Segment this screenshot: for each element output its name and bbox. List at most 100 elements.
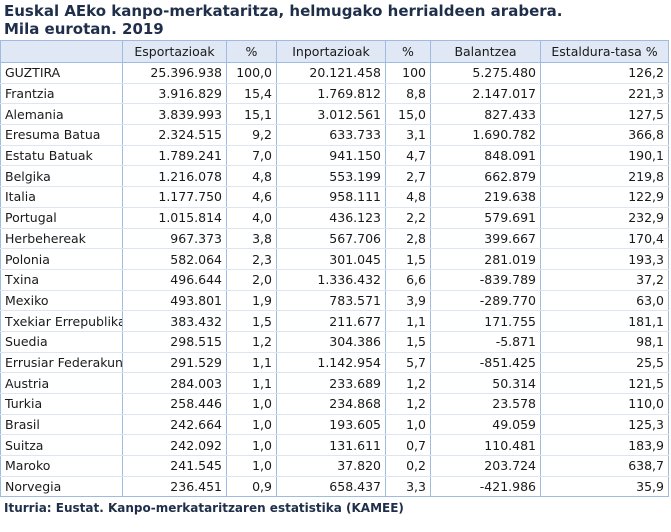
value-cell: 1.336.432	[276, 269, 386, 291]
value-cell: 23.578	[430, 393, 541, 415]
value-cell: 383.432	[122, 310, 227, 332]
table-row: Txina 496.644 2,0 1.336.432 6,6 -839.789 37,2	[0, 269, 669, 291]
table-row: Alemania 3.839.993 15,1 3.012.561 15,0 827.43…	[0, 103, 669, 126]
value-cell: 3,8	[226, 228, 277, 250]
value-cell: 125,3	[540, 414, 669, 436]
country-cell: Portugal	[0, 207, 123, 229]
value-cell: 20.121.458	[276, 62, 386, 84]
value-cell: 304.386	[276, 331, 386, 353]
table-row: Estatu Batuak 1.789.241 7,0 941.150 4,7 848.0…	[0, 145, 669, 167]
table-row: Mexiko 493.801 1,9 783.571 3,9 -289.770 63,0	[0, 290, 669, 312]
header-cell: %	[385, 40, 431, 63]
country-cell: Errusiar Federakune	[0, 352, 123, 374]
value-cell: 232,9	[540, 207, 669, 229]
value-cell: 2,7	[385, 165, 431, 188]
value-cell: 63,0	[540, 290, 669, 312]
value-cell: 219.638	[430, 186, 541, 208]
value-cell: 3,1	[385, 124, 431, 146]
value-cell: 122,9	[540, 186, 669, 208]
header-cell: Inportazioak	[276, 40, 386, 63]
value-cell: 233.689	[276, 372, 386, 394]
value-cell: 234.868	[276, 393, 386, 415]
value-cell: 298.515	[122, 331, 227, 353]
value-cell: -5.871	[430, 331, 541, 353]
value-cell: 126,2	[540, 62, 669, 84]
value-cell: 9,2	[226, 124, 277, 146]
value-cell: 3.012.561	[276, 103, 386, 126]
value-cell: 49.059	[430, 414, 541, 436]
value-cell: 203.724	[430, 455, 541, 477]
value-cell: 258.446	[122, 393, 227, 415]
table-row: Herbehereak 967.373 3,8 567.706 2,8 399.667 17…	[0, 228, 669, 250]
country-cell: Txekiar Errepublika	[0, 310, 123, 332]
value-cell: 1,0	[385, 414, 431, 436]
value-cell: 1,2	[385, 372, 431, 394]
value-cell: 170,4	[540, 228, 669, 250]
header-cell: Esportazioak	[122, 40, 227, 63]
value-cell: 1,2	[385, 393, 431, 415]
country-cell: Belgika	[0, 165, 123, 188]
value-cell: 1,2	[226, 331, 277, 353]
value-cell: 4,8	[385, 186, 431, 208]
value-cell: 301.045	[276, 248, 386, 270]
country-cell: Txina	[0, 269, 123, 291]
value-cell: 1,9	[226, 290, 277, 312]
value-cell: 496.644	[122, 269, 227, 291]
value-cell: 579.691	[430, 207, 541, 229]
country-cell: Frantzia	[0, 83, 123, 105]
country-cell: Austria	[0, 372, 123, 394]
title: Euskal AEko kanpo-merkataritza, helmugak…	[4, 2, 563, 20]
country-cell: Alemania	[0, 103, 123, 126]
value-cell: 967.373	[122, 228, 227, 250]
country-cell: Estatu Batuak	[0, 145, 123, 167]
value-cell: 284.003	[122, 372, 227, 394]
value-cell: 100,0	[226, 62, 277, 84]
value-cell: -851.425	[430, 352, 541, 374]
value-cell: 848.091	[430, 145, 541, 167]
header-row: Esportazioak% Inportazioak% Balantzea Estal…	[0, 40, 669, 63]
table-row: Portugal 1.015.814 4,0 436.123 2,2 579.691 232…	[0, 207, 669, 229]
value-cell: 1,0	[226, 455, 277, 477]
value-cell: 37,2	[540, 269, 669, 291]
value-cell: 110,0	[540, 393, 669, 415]
value-cell: 1.216.078	[122, 165, 227, 188]
value-cell: 242.664	[122, 414, 227, 436]
value-cell: 3,9	[385, 290, 431, 312]
country-cell: Mexiko	[0, 290, 123, 312]
value-cell: 1.769.812	[276, 83, 386, 105]
value-cell: 1.015.814	[122, 207, 227, 229]
value-cell: 3,3	[385, 476, 431, 498]
table-row: GUZTIRA 25.396.938 100,0 20.121.458 100 5.275…	[0, 62, 669, 84]
value-cell: 50.314	[430, 372, 541, 394]
value-cell: 567.706	[276, 228, 386, 250]
country-cell: Turkia	[0, 393, 123, 415]
value-cell: 1.789.241	[122, 145, 227, 167]
value-cell: 1,1	[226, 372, 277, 394]
table-row: Eresuma Batua 2.324.515 9,2 633.733 3,1 1.690…	[0, 124, 669, 146]
value-cell: 783.571	[276, 290, 386, 312]
value-cell: 1,5	[385, 248, 431, 270]
value-cell: 1,0	[226, 434, 277, 457]
value-cell: 211.677	[276, 310, 386, 332]
country-cell: Italia	[0, 186, 123, 208]
value-cell: 183,9	[540, 434, 669, 457]
value-cell: 493.801	[122, 290, 227, 312]
country-cell: Suedia	[0, 331, 123, 353]
value-cell: 662.879	[430, 165, 541, 188]
value-cell: 2,3	[226, 248, 277, 270]
value-cell: 15,1	[226, 103, 277, 126]
value-cell: 2,2	[385, 207, 431, 229]
value-cell: 15,0	[385, 103, 431, 126]
value-cell: 219,8	[540, 165, 669, 188]
value-cell: 37.820	[276, 455, 386, 477]
value-cell: 98,1	[540, 331, 669, 353]
table-row: Austria 284.003 1,1 233.689 1,2 50.314 121,5	[0, 372, 669, 394]
table-row: Norvegia 236.451 0,9 658.437 3,3 -421.986 35,9	[0, 476, 669, 498]
value-cell: 193,3	[540, 248, 669, 270]
value-cell: 121,5	[540, 372, 669, 394]
value-cell: 281.019	[430, 248, 541, 270]
value-cell: 4,8	[226, 165, 277, 188]
value-cell: 35,9	[540, 476, 669, 498]
value-cell: 110.481	[430, 434, 541, 457]
